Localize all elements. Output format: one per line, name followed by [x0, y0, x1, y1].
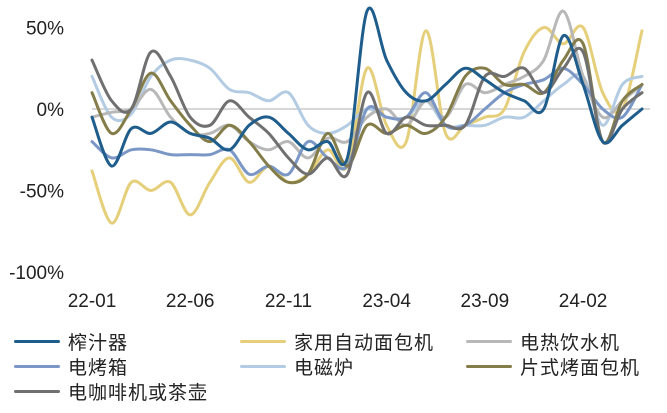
legend-swatch — [14, 389, 60, 393]
y-tick-label: -50% — [20, 182, 64, 203]
legend-label: 电热饮水机 — [520, 331, 621, 354]
legend-swatch — [240, 364, 286, 368]
legend-label: 电咖啡机或茶壶 — [68, 381, 209, 404]
legend-swatch — [240, 339, 286, 343]
legend-item: 电咖啡机或茶壶 — [14, 378, 208, 404]
legend-item: 电磁炉 — [240, 353, 354, 379]
legend-item: 榨汁器 — [14, 328, 128, 354]
legend-label: 家用自动面包机 — [294, 331, 435, 354]
series-line-3 — [90, 66, 644, 177]
legend-swatch — [14, 364, 60, 368]
series-lines — [90, 6, 644, 225]
y-tick-label: 50% — [26, 19, 64, 40]
series-line-5 — [90, 37, 644, 185]
legend-item: 片式烤面包机 — [466, 353, 640, 379]
x-tick-label: 23-09 — [461, 291, 510, 312]
series-line-0 — [90, 6, 644, 168]
y-tick-label: 0% — [37, 100, 65, 121]
legend-item: 电烤箱 — [14, 353, 128, 379]
x-axis: 22-01 22-06 22-11 23-04 23-09 24-02 — [68, 291, 608, 312]
line-chart: 50% 0% -50% -100% 22-01 22-06 22-11 23-04 23-09… — [9, 6, 650, 312]
x-tick-label: 22-01 — [68, 291, 117, 312]
legend-item: 家用自动面包机 — [240, 328, 434, 354]
legend-swatch — [466, 364, 512, 368]
legend-label: 片式烤面包机 — [520, 356, 641, 379]
legend-label: 电烤箱 — [68, 356, 129, 379]
x-tick-label: 24-02 — [559, 291, 608, 312]
x-tick-label: 22-11 — [265, 291, 312, 312]
legend: 榨汁器 家用自动面包机 电热饮水机电烤箱 电磁炉 片式烤面包机电咖啡机或茶壶 — [0, 326, 667, 413]
x-tick-label: 23-04 — [362, 291, 411, 312]
legend-swatch — [466, 339, 512, 343]
legend-label: 电磁炉 — [294, 356, 355, 379]
legend-item: 电热饮水机 — [466, 328, 620, 354]
x-tick-label: 22-06 — [166, 291, 215, 312]
y-axis: 50% 0% -50% -100% — [9, 19, 64, 285]
y-tick-label: -100% — [9, 263, 64, 284]
series-line-6 — [90, 46, 644, 179]
legend-swatch — [14, 339, 60, 343]
legend-label: 榨汁器 — [68, 331, 129, 354]
